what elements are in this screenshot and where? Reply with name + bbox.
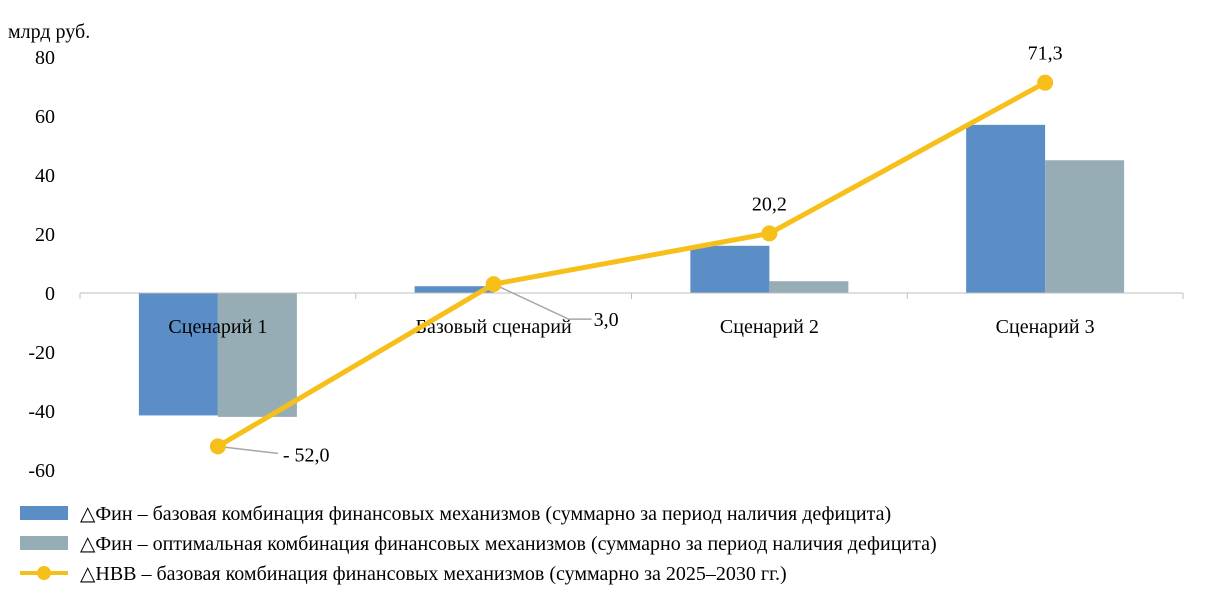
leader-line [494,284,592,319]
y-tick-label: 60 [35,106,55,128]
legend-label-fin-base: △Фин – базовая комбинация финансовых мех… [80,501,891,526]
y-tick-label: -40 [28,401,55,423]
nvv-point [761,225,777,241]
nvv-data-labels: - 52,0 3,0 20,2 71,3 [283,43,1063,467]
x-category-label: Базовый сценарий [416,316,572,338]
nvv-data-label: 71,3 [1028,43,1063,65]
y-tick-label: 20 [35,224,55,246]
y-unit-label: млрд руб. [8,21,90,43]
legend-swatch-fin-base [20,506,68,520]
legend-label-fin-optimal: △Фин – оптимальная комбинация финансовых… [80,531,937,556]
bar-fin-base [139,293,218,415]
legend-item-fin-base: △Фин – базовая комбинация финансовых мех… [20,498,937,528]
legend-item-fin-optimal: △Фин – оптимальная комбинация финансовых… [20,528,937,558]
bar-fin-base [690,246,769,293]
nvv-data-label: 20,2 [752,193,787,215]
x-category-label: Сценарий 1 [168,316,267,338]
y-axis: 80 60 40 20 0 -20 -40 -60 [28,47,55,482]
y-tick-label: 40 [35,165,55,187]
legend: △Фин – базовая комбинация финансовых мех… [20,498,937,588]
nvv-point [1037,75,1053,91]
y-tick-label: -20 [28,342,55,364]
y-tick-label: 0 [45,283,55,305]
nvv-data-label: - 52,0 [283,444,330,466]
bars [139,125,1124,417]
legend-swatch-fin-optimal [20,536,68,550]
bar-fin-optimal [1045,160,1124,293]
bar-fin-base [966,125,1045,293]
chart: млрд руб. 80 60 40 20 0 -20 -40 -60 Сценарий 1 Б… [0,0,1232,500]
nvv-data-label: 3,0 [594,309,619,331]
x-category-label: Сценарий 2 [720,316,819,338]
x-category-label: Сценарий 3 [996,316,1095,338]
bar-fin-optimal [218,293,297,417]
legend-swatch-nvv-base [20,566,68,580]
y-tick-label: 80 [35,47,55,69]
nvv-series-line [218,83,1045,447]
bar-fin-optimal [769,281,848,293]
nvv-point [486,276,502,292]
legend-item-nvv-base: △НВВ – базовая комбинация финансовых мех… [20,558,937,588]
y-tick-label: -60 [28,460,55,482]
nvv-point [210,438,226,454]
nvv-series-points [210,75,1053,455]
legend-label-nvv-base: △НВВ – базовая комбинация финансовых мех… [80,561,787,586]
leader-line [218,446,278,453]
